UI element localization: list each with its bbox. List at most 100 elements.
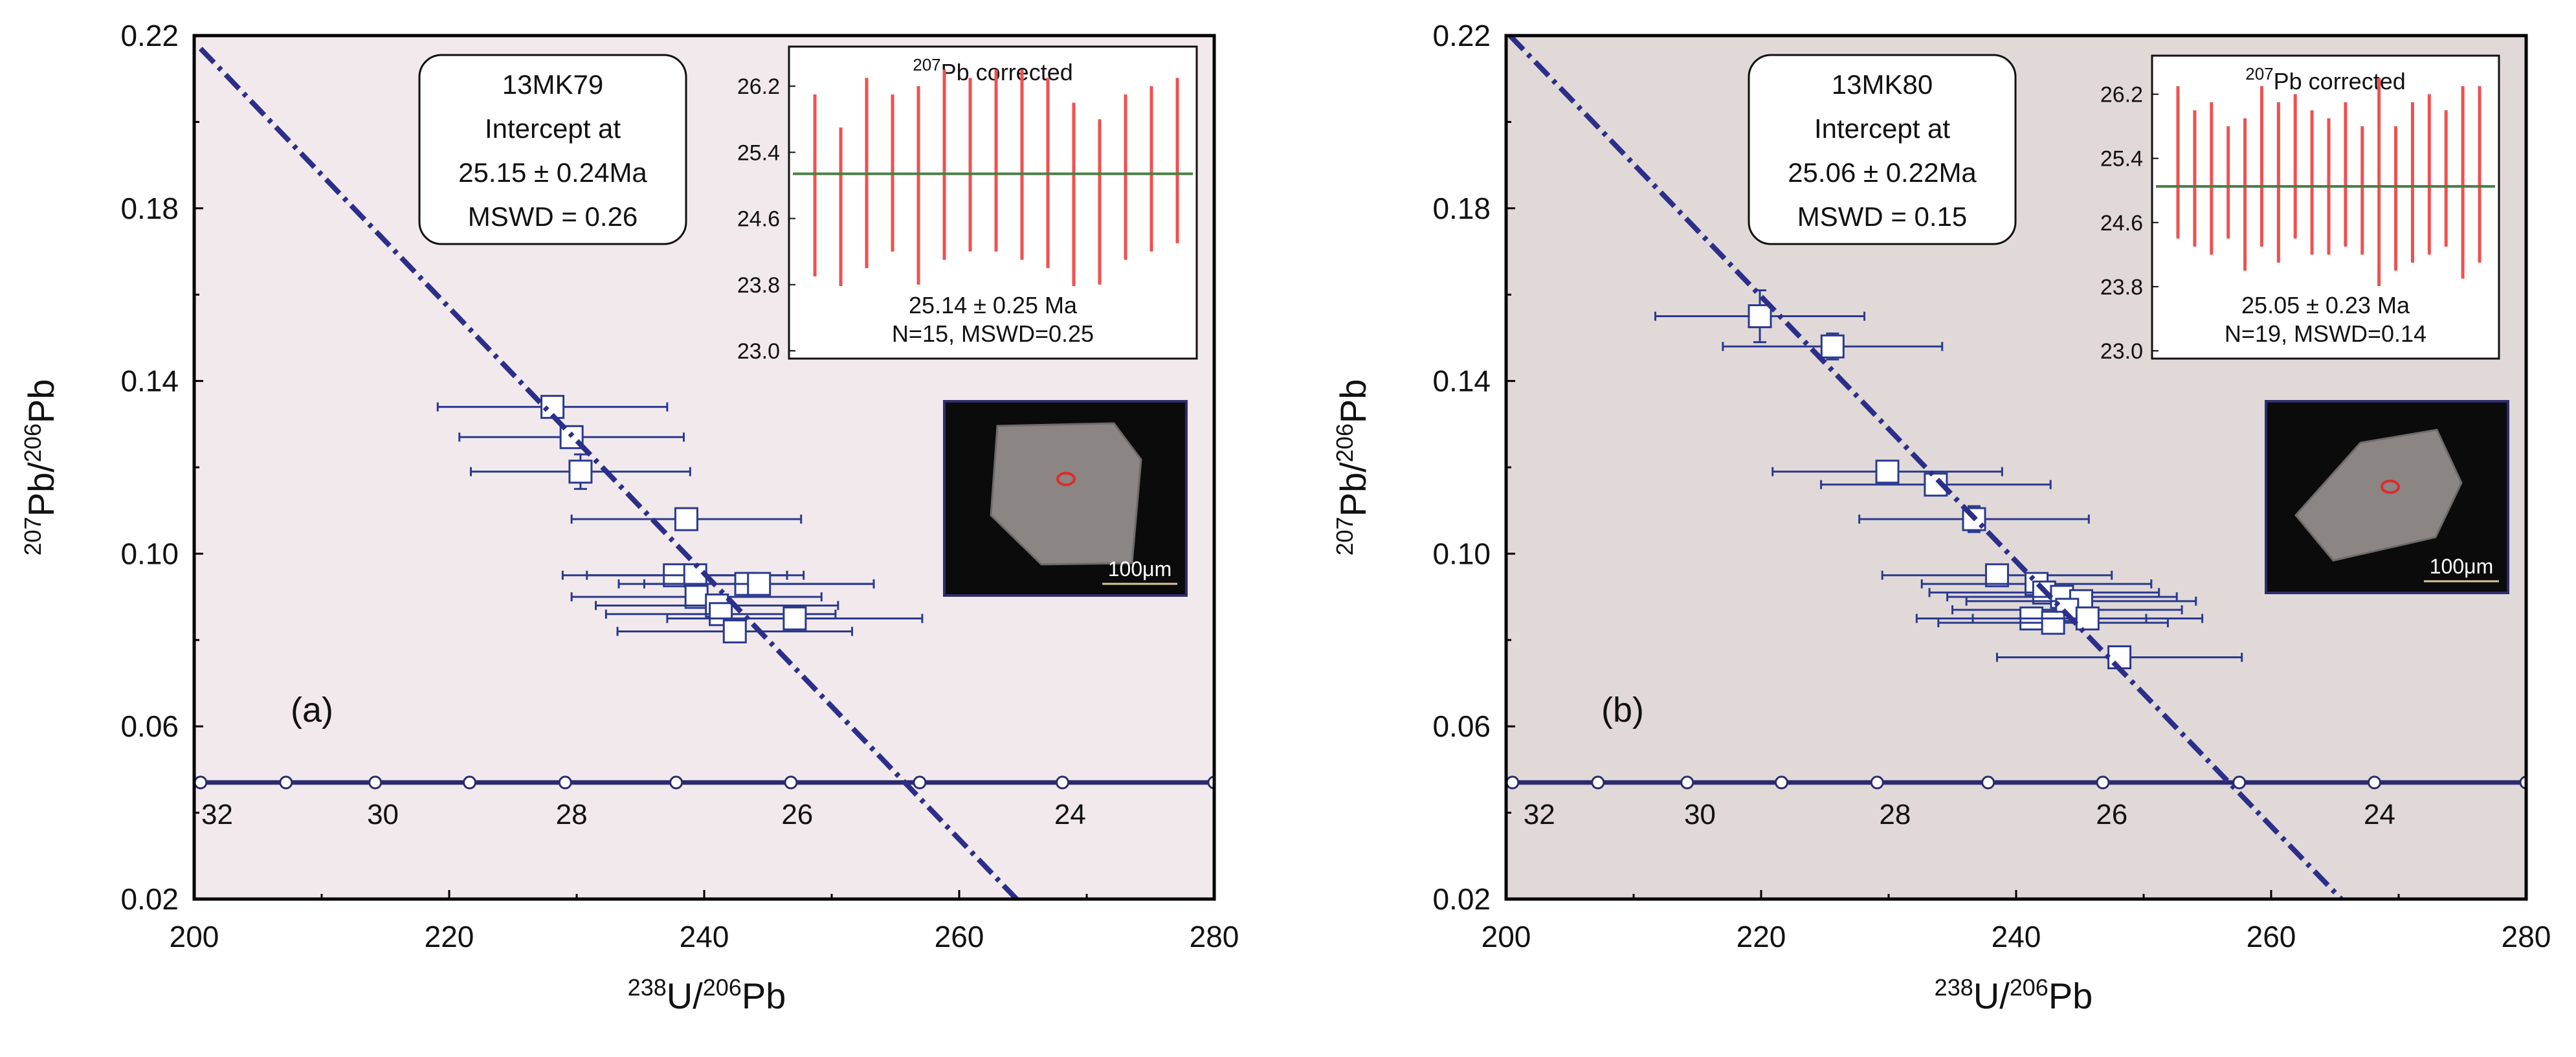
x-label-pb: Pb <box>2049 975 2093 1016</box>
zircon-cl-image: 100μm <box>943 400 1188 597</box>
intercept-label: Intercept at <box>485 113 621 144</box>
concordia-age-marker <box>2096 775 2110 790</box>
y-axis-label: 207Pb/206Pb <box>19 379 62 556</box>
weighted-mean-inset: 26.2 25.4 24.6 23.8 23.0 207Pb corrected 25.14… <box>737 45 1198 364</box>
x-label-sup-206: 206 <box>703 974 742 1001</box>
intercept-annotation-box <box>418 54 687 245</box>
y-label-sup-206: 206 <box>1331 423 1358 462</box>
concordia-age-label: 32 <box>201 799 233 830</box>
x-tick-label: 280 <box>1190 920 1239 953</box>
inset-y-tick-label: 26.2 <box>737 74 780 99</box>
inset-label-backdrop <box>815 286 1171 350</box>
concordia-age-label: 28 <box>1879 799 1911 830</box>
concordia-age-label: 30 <box>1684 799 1716 830</box>
y-label-pb: Pb/ <box>21 462 61 517</box>
inset-y-tick-label: 23.8 <box>2100 275 2143 300</box>
data-point <box>1820 334 1845 359</box>
concordia-age-marker <box>1870 775 1884 790</box>
x-tick-label: 240 <box>680 920 729 953</box>
data-point <box>747 572 772 596</box>
data-point <box>2041 610 2065 635</box>
inset-weighted-mean-age: 25.14 ± 0.25 Ma <box>909 292 1078 318</box>
panel-a: 200 220 240 260 280 0.02 0.06 0.10 0.14 0.18 0.22 2… <box>19 19 1239 1016</box>
concordia-age-label: 26 <box>2096 799 2127 830</box>
panel-label: (b) <box>1601 691 1644 729</box>
y-label-pb-end: Pb <box>21 379 61 424</box>
x-label-u: U/ <box>667 975 703 1016</box>
x-tick-label: 220 <box>425 920 474 953</box>
analysis-spot <box>2381 480 2400 494</box>
zircon-cl-image: 100μm <box>2265 400 2509 594</box>
analysis-spot <box>1056 472 1076 486</box>
concordia-age-marker <box>1981 775 1995 790</box>
x-label-u: U/ <box>1973 975 2010 1016</box>
concordia-age-marker <box>558 775 572 790</box>
plot-frame <box>1504 34 2528 901</box>
concordia-age-marker <box>2232 775 2247 790</box>
x-axis-label: 238U/206Pb <box>1935 974 2093 1017</box>
y-tick-label: 0.18 <box>1432 192 1491 225</box>
concordia-age-marker <box>194 775 208 790</box>
data-point <box>674 507 698 531</box>
data-point <box>1984 563 2009 588</box>
inset-y-tick-label: 25.4 <box>737 140 780 165</box>
inset-title-text: Pb corrected <box>941 59 1073 85</box>
x-tick-label: 200 <box>170 920 219 953</box>
scale-bar-label: 100μm <box>1108 557 1171 581</box>
y-tick-label: 0.22 <box>1432 19 1491 52</box>
y-axis-label: 207Pb/206Pb <box>1331 379 1374 556</box>
x-tick-label: 200 <box>1482 920 1531 953</box>
data-point <box>568 460 593 484</box>
intercept-annotation-box <box>1748 54 2017 245</box>
plot-content <box>194 47 1214 899</box>
concordia-age-marker <box>1506 775 1520 790</box>
y-tick-label: 0.06 <box>1432 709 1491 743</box>
inset-statistics: N=15, MSWD=0.25 <box>892 320 1094 347</box>
x-label-pb: Pb <box>742 975 786 1016</box>
inset-title-text: Pb corrected <box>2274 68 2406 95</box>
inset-statistics: N=19, MSWD=0.14 <box>2225 320 2426 347</box>
concordia-age-marker <box>1056 775 1070 790</box>
scale-bar-label: 100μm <box>2430 555 2493 578</box>
panel-label: (a) <box>291 691 333 729</box>
y-label-sup-207: 207 <box>19 517 46 555</box>
concordia-age-marker <box>368 775 383 790</box>
data-point <box>1748 304 1772 329</box>
y-tick-label: 0.02 <box>1432 882 1491 916</box>
concordia-age-marker <box>1680 775 1694 790</box>
y-tick-label: 0.14 <box>120 364 179 398</box>
x-axis-label: 238U/206Pb <box>628 974 786 1017</box>
inset-title-sup: 207 <box>2245 64 2273 83</box>
y-tick-label: 0.18 <box>120 192 179 225</box>
x-tick-label: 260 <box>2247 920 2296 953</box>
intercept-mswd: MSWD = 0.15 <box>1797 201 1968 232</box>
weighted-mean-inset: 26.2 25.4 24.6 23.8 23.0 207Pb corrected 25.05… <box>2100 54 2500 364</box>
concordia-age-marker <box>1591 775 1605 790</box>
x-label-sup-238: 238 <box>1935 974 1973 1001</box>
concordia-age-marker <box>669 775 683 790</box>
sample-name: 13MK79 <box>502 69 603 100</box>
inset-title: 207Pb corrected <box>2245 64 2406 95</box>
y-tick-label: 0.14 <box>1432 364 1491 398</box>
inset-y-tick-label: 24.6 <box>2100 211 2143 236</box>
intercept-age: 25.06 ± 0.22Ma <box>1788 157 1977 188</box>
intercept-mswd: MSWD = 0.26 <box>468 201 638 232</box>
concordia-age-label: 24 <box>1054 799 1086 830</box>
discordia-regression-line <box>1508 36 2344 899</box>
intercept-age: 25.15 ± 0.24Ma <box>458 157 647 188</box>
zircon-grain <box>990 422 1142 566</box>
y-tick-label: 0.10 <box>120 537 179 570</box>
y-tick-label: 0.06 <box>120 709 179 743</box>
x-label-sup-238: 238 <box>628 974 667 1001</box>
plot-content <box>1506 36 2526 899</box>
concordia-age-marker <box>463 775 477 790</box>
y-tick-label: 0.10 <box>1432 537 1491 570</box>
inset-weighted-mean-age: 25.05 ± 0.23 Ma <box>2241 292 2410 318</box>
y-label-sup-206: 206 <box>19 423 46 462</box>
inset-y-tick-label: 26.2 <box>2100 83 2143 107</box>
y-label-pb: Pb/ <box>1333 462 1373 517</box>
y-tick-label: 0.22 <box>120 19 179 52</box>
concordia-age-label: 26 <box>781 799 813 830</box>
x-label-sup-206: 206 <box>2010 974 2049 1001</box>
